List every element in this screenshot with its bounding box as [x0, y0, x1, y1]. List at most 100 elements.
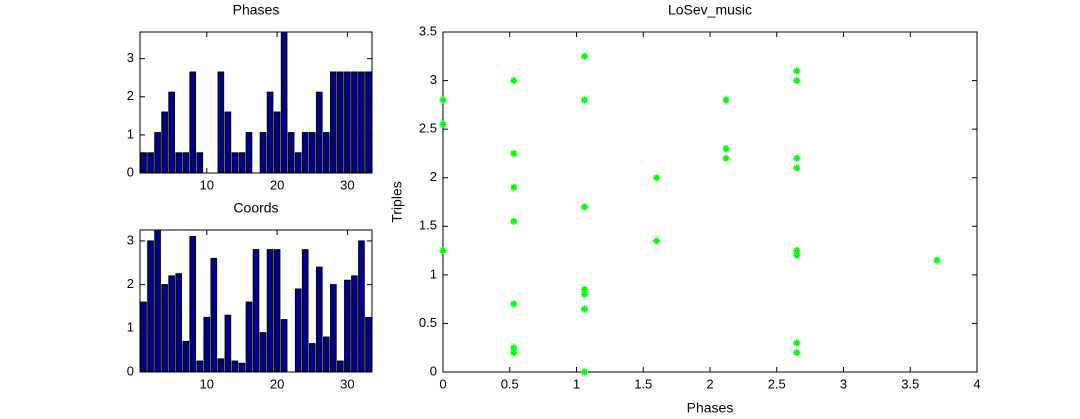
- bar: [147, 152, 154, 174]
- bar: [245, 301, 253, 373]
- x-axis-label: Phases: [687, 400, 734, 416]
- y-tick-label: 3.5: [419, 23, 437, 38]
- bar: [294, 288, 302, 373]
- x-tick-label: 3.5: [901, 376, 919, 391]
- y-tick-label: 3: [127, 50, 134, 65]
- point: [793, 349, 801, 357]
- bar: [259, 332, 267, 373]
- bar: [245, 132, 253, 174]
- bar: [308, 132, 316, 174]
- subplot: 10 20 30 0 1 2 3 Phases: [127, 2, 373, 192]
- point: [510, 77, 518, 85]
- point: [510, 183, 518, 191]
- bar: [365, 316, 372, 373]
- x-tick-label: 20: [270, 376, 284, 391]
- x-tick-label: 0: [439, 376, 446, 391]
- bar: [189, 236, 197, 373]
- point: [722, 154, 730, 162]
- x-tick-label: 2.5: [768, 376, 786, 391]
- bar: [238, 152, 246, 174]
- bar: [273, 249, 281, 373]
- subplot-title: LoSev_music: [668, 2, 752, 18]
- x-tick-label: 20: [270, 177, 284, 192]
- bar: [154, 229, 161, 373]
- point: [439, 247, 447, 255]
- bar: [330, 71, 337, 174]
- subplot-title: Coords: [233, 200, 278, 216]
- bar: [168, 275, 175, 373]
- bar: [182, 152, 190, 174]
- x-tick-label: 10: [200, 177, 214, 192]
- point: [510, 149, 518, 157]
- point: [793, 247, 801, 255]
- x-tick-label: 0.5: [501, 376, 519, 391]
- bar: [337, 71, 344, 174]
- bar: [322, 336, 330, 373]
- y-tick-label: 1: [127, 320, 134, 335]
- bar: [182, 340, 190, 373]
- bar: [322, 132, 330, 174]
- x-tick-label: 30: [340, 177, 354, 192]
- subplot: Phases Triples 0 0.5 1 1.5 2 2.5 3 3.5 4 0 0.5 1 1.5 2 2…: [389, 2, 981, 416]
- bar: [301, 249, 309, 373]
- bar: [308, 343, 316, 373]
- point: [793, 77, 801, 85]
- bar: [189, 71, 197, 174]
- y-tick-label: 2.5: [419, 121, 437, 136]
- x-tick-label: 1: [573, 376, 580, 391]
- bar: [301, 132, 309, 174]
- bar: [147, 240, 154, 373]
- bar: [210, 257, 218, 373]
- bar: [224, 111, 232, 174]
- y-tick-label: 1: [127, 126, 134, 141]
- point: [581, 290, 589, 298]
- bar: [358, 240, 365, 373]
- bar: [266, 249, 274, 373]
- point: [793, 251, 801, 259]
- point: [581, 96, 589, 104]
- x-tick-label: 3: [840, 376, 847, 391]
- point: [793, 339, 801, 347]
- x-tick-label: 1.5: [634, 376, 652, 391]
- point: [793, 154, 801, 162]
- y-tick-label: 1: [430, 266, 437, 281]
- subplot: 10 20 30 0 1 2 3 Coords: [127, 200, 373, 391]
- bar: [259, 132, 267, 174]
- bar: [175, 273, 182, 373]
- point: [581, 285, 589, 293]
- bar: [287, 132, 295, 174]
- y-tick-label: 0: [127, 164, 134, 179]
- bar: [344, 71, 351, 174]
- x-tick-label: 30: [340, 376, 354, 391]
- bar: [217, 71, 225, 174]
- bar: [252, 249, 260, 373]
- bar: [238, 362, 246, 373]
- bar: [140, 152, 147, 174]
- bar: [344, 279, 351, 373]
- bar: [161, 284, 168, 373]
- x-tick-label: 4: [973, 376, 980, 391]
- bar: [266, 91, 274, 174]
- bar: [196, 152, 204, 174]
- bar: [231, 152, 239, 174]
- x-tick-label: 10: [200, 376, 214, 391]
- y-tick-label: 2: [430, 169, 437, 184]
- y-tick-label: 1.5: [419, 218, 437, 233]
- point: [581, 203, 589, 211]
- bar: [337, 360, 344, 373]
- y-tick-label: 0: [127, 363, 134, 378]
- point: [722, 145, 730, 153]
- point: [510, 344, 518, 352]
- point: [722, 96, 730, 104]
- y-tick-label: 3: [127, 232, 134, 247]
- plot-area: [442, 31, 978, 373]
- bar: [217, 358, 225, 373]
- bar: [280, 31, 288, 174]
- bar: [203, 316, 211, 373]
- bar: [330, 284, 337, 373]
- point: [581, 368, 589, 376]
- point: [510, 300, 518, 308]
- bar: [273, 111, 281, 174]
- point: [653, 174, 661, 182]
